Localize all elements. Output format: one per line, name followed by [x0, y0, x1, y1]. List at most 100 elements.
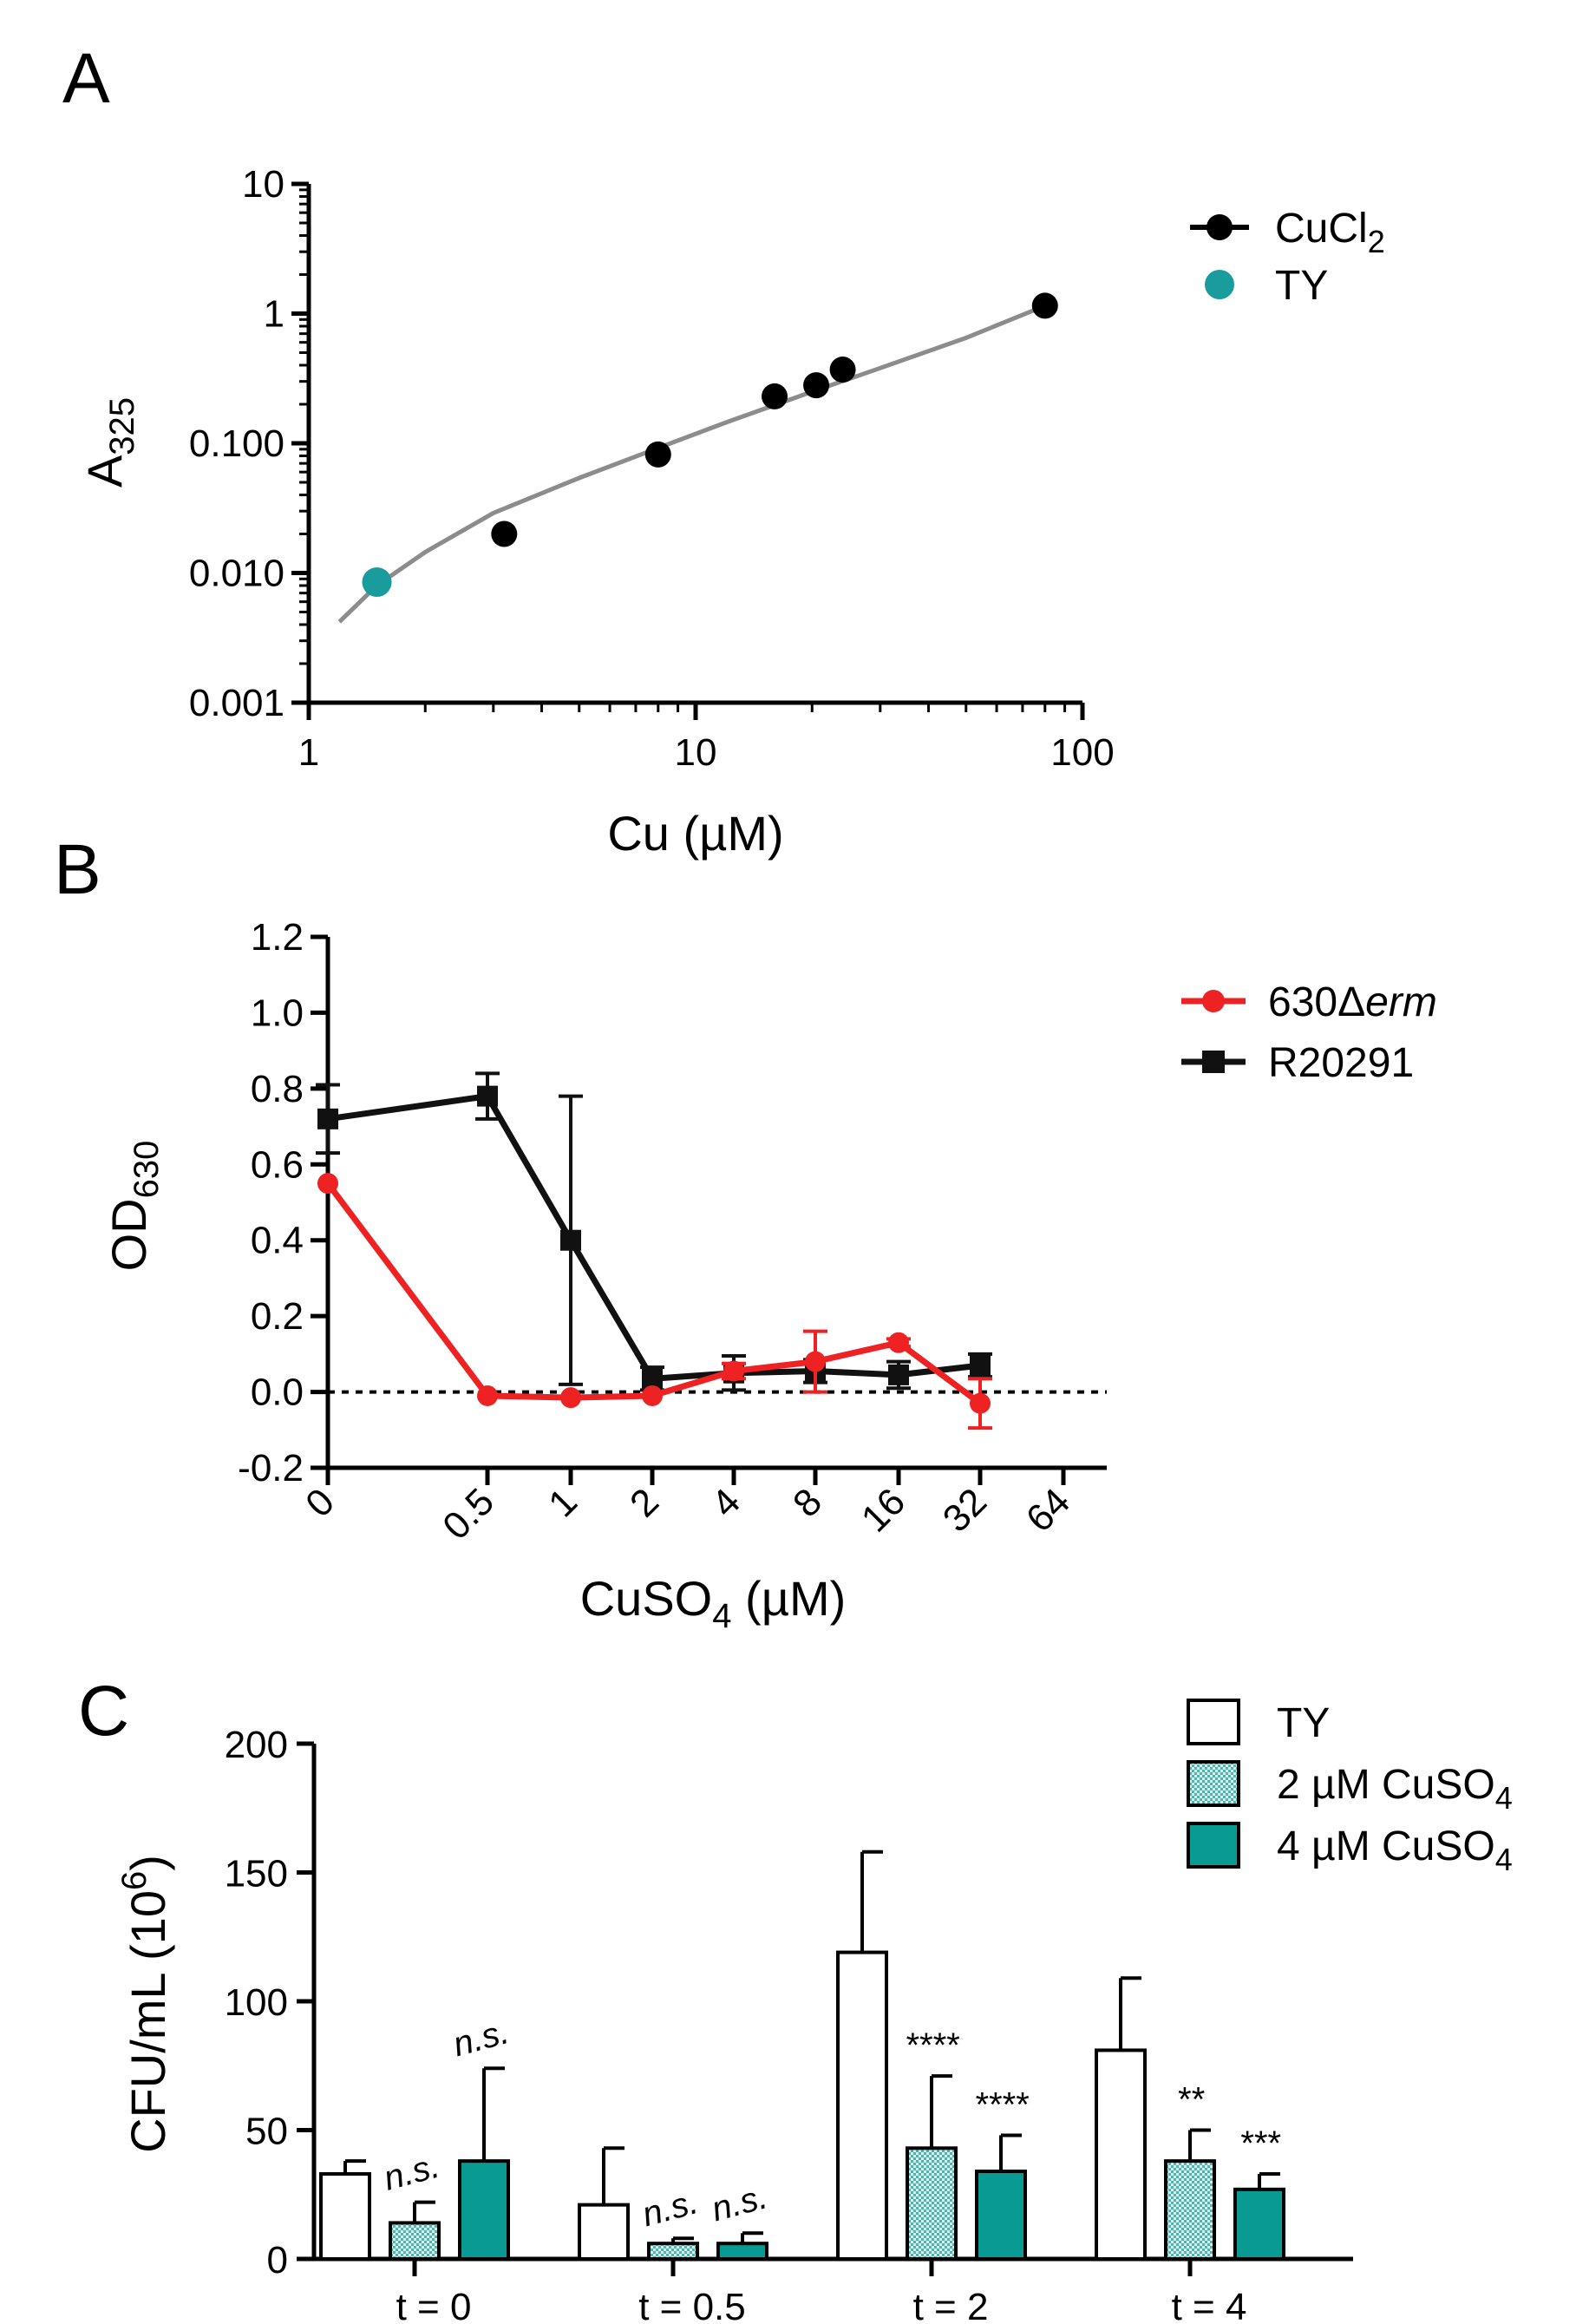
c-bar-2um — [647, 2242, 699, 2261]
b-point-630derm — [970, 1392, 991, 1414]
b-x-tick-label: 32 — [935, 1480, 995, 1540]
a-point-cucl2 — [829, 357, 856, 383]
panel-c-chart: 0 50 100 150 200 t = 0 t = 0.5 t = 2 t = 4 CFU/… — [115, 1699, 1513, 2324]
legend-cucl2-label: CuCl2 — [1275, 206, 1385, 259]
b-point-r20291 — [477, 1085, 498, 1107]
a-y-tick-label: 0.010 — [189, 553, 284, 595]
a-point-cucl2 — [762, 383, 788, 409]
panel-b-y-ticks: -0.2 0.0 0.2 0.4 0.6 0.8 1.0 1.2 — [238, 916, 328, 1489]
b-x-tick-label: 0 — [298, 1480, 343, 1525]
a-y-tick-label: 0.100 — [189, 422, 284, 465]
c-bar-2um — [906, 2146, 958, 2262]
b-x-tick-label: 16 — [853, 1480, 913, 1540]
c-bar-4um — [975, 2170, 1027, 2262]
b-point-630derm — [560, 1387, 581, 1409]
a-x-tick-label: 10 — [675, 731, 717, 774]
panel-a-fit-curve — [337, 304, 1046, 624]
legend-ty-swatch — [1187, 1699, 1240, 1745]
legend-r20291-label: R20291 — [1268, 1040, 1414, 1086]
panel-label-a: A — [62, 39, 110, 118]
c-y-tick-label: 50 — [245, 2111, 288, 2153]
b-point-r20291 — [888, 1364, 909, 1385]
panel-a-y-ticks: 0.001 0.010 0.100 1 10 — [189, 163, 309, 724]
a-point-cucl2 — [1031, 292, 1058, 319]
a-point-cucl2 — [491, 520, 518, 547]
legend-r20291-marker — [1202, 1051, 1225, 1073]
c-significance-label: ** — [1176, 2081, 1205, 2119]
b-x-tick-label: 1 — [540, 1480, 585, 1525]
c-bar-4um — [716, 2242, 768, 2261]
legend-2um-swatch — [1187, 1760, 1240, 1807]
panel-a-chart: 0.001 0.010 0.100 1 10 1 10 100 Cu (µM) A325 C… — [77, 163, 1385, 861]
a-point-cucl2 — [644, 441, 671, 468]
legend-4um-label: 4 µM CuSO4 — [1277, 1823, 1513, 1877]
panel-c-bars: n.s.n.s.******n.s.n.s.******* — [319, 1849, 1285, 2262]
a-x-tick-label: 100 — [1050, 731, 1114, 774]
b-x-tick-label: 4 — [703, 1480, 749, 1525]
c-bar-2um — [389, 2221, 441, 2261]
panel-c-x-ticks: t = 0 t = 0.5 t = 2 t = 4 — [396, 2259, 1247, 2324]
panel-b-y-axis-title: OD630 — [101, 1141, 166, 1272]
a-y-tick-label: 0.001 — [189, 682, 284, 724]
panel-a-legend: CuCl2 TY — [1190, 206, 1385, 309]
c-significance-label: **** — [905, 2026, 960, 2065]
b-y-tick-label: 1.0 — [251, 992, 304, 1034]
b-x-tick-label: 64 — [1018, 1480, 1078, 1540]
legend-ty-label: TY — [1275, 263, 1328, 309]
panel-b-x-ticks: 0 0.5 1 2 4 8 16 32 64 — [298, 1468, 1078, 1548]
legend-4um-swatch — [1187, 1822, 1240, 1869]
b-y-tick-label: 1.2 — [251, 916, 304, 959]
panel-a-axes — [306, 184, 1082, 705]
a-point-cucl2 — [803, 372, 830, 399]
panel-b-chart: -0.2 0.0 0.2 0.4 0.6 0.8 1.0 1.2 0 0.5 1 2 4 8 16 32 64… — [101, 916, 1437, 1635]
b-x-tick-label: 0.5 — [435, 1480, 502, 1548]
c-y-tick-label: 0 — [267, 2239, 288, 2281]
c-significance-label: n.s. — [380, 2147, 444, 2198]
b-point-r20291 — [317, 1108, 338, 1129]
c-y-tick-label: 150 — [225, 1853, 288, 1895]
b-point-630derm — [723, 1360, 744, 1382]
c-significance-label: n.s. — [638, 2183, 703, 2234]
c-x-tick-label: t = 0 — [396, 2286, 472, 2324]
b-point-630derm — [888, 1332, 909, 1353]
panel-label-c: C — [78, 1672, 129, 1751]
a-point-ty — [362, 567, 392, 598]
b-point-r20291 — [970, 1354, 991, 1376]
c-x-tick-label: t = 0.5 — [638, 2286, 746, 2324]
c-significance-label: n.s. — [449, 2013, 513, 2064]
b-y-tick-label: -0.2 — [238, 1447, 304, 1489]
panel-b-series — [316, 1071, 992, 1430]
panel-a-x-ticks: 1 10 100 — [298, 703, 1115, 774]
b-point-630derm — [805, 1351, 826, 1372]
c-significance-label: *** — [1239, 2124, 1281, 2163]
c-bar-ty — [1095, 2048, 1147, 2261]
panel-a-y-axis-title: A325 — [77, 397, 141, 488]
legend-2um-label: 2 µM CuSO4 — [1277, 1762, 1513, 1816]
legend-cucl2-marker — [1207, 214, 1233, 240]
b-point-630derm — [642, 1385, 663, 1406]
c-x-tick-label: t = 4 — [1172, 2286, 1247, 2324]
c-y-tick-label: 200 — [225, 1724, 288, 1766]
legend-630derm-label: 630Δerm — [1268, 979, 1437, 1025]
panel-c-y-axis-title: CFU/mL (106) — [115, 1855, 175, 2153]
panel-label-b: B — [54, 830, 101, 909]
b-y-tick-label: 0.4 — [251, 1220, 304, 1262]
b-point-630derm — [477, 1385, 498, 1406]
b-y-tick-label: 0.2 — [251, 1295, 304, 1338]
c-bar-ty — [578, 2203, 630, 2261]
panel-c-legend: TY 2 µM CuSO4 4 µM CuSO4 — [1187, 1699, 1513, 1877]
b-point-630derm — [317, 1173, 338, 1195]
c-x-tick-label: t = 2 — [913, 2286, 989, 2324]
panel-a-points — [362, 292, 1058, 598]
a-y-tick-label: 10 — [242, 163, 284, 206]
panel-c-y-ticks: 0 50 100 150 200 — [225, 1724, 314, 2281]
panel-b-x-axis-title: CuSO4 (µM) — [580, 1571, 847, 1635]
panel-b-axes — [325, 937, 1107, 1470]
c-bar-2um — [1164, 2159, 1216, 2261]
b-y-tick-label: 0.6 — [251, 1143, 304, 1186]
b-point-r20291 — [560, 1229, 581, 1251]
a-x-tick-label: 1 — [298, 731, 319, 774]
c-y-tick-label: 100 — [225, 1981, 288, 2024]
legend-630derm-marker — [1202, 990, 1225, 1012]
